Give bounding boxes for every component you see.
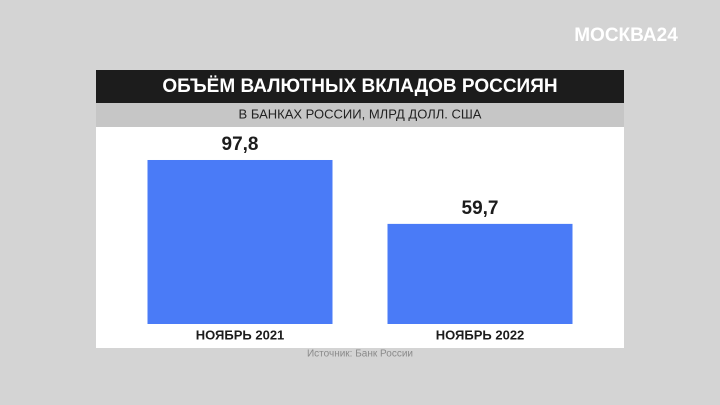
subtitle-bar bbox=[96, 103, 624, 127]
source: Источник: Банк России bbox=[307, 349, 413, 360]
chart-title: ОБЪЁМ ВАЛЮТНЫХ ВКЛАДОВ РОССИЯН bbox=[162, 76, 557, 97]
x-tick-label: НОЯБРЬ 2021 bbox=[196, 327, 285, 342]
value-label: 59,7 bbox=[462, 198, 499, 219]
bar bbox=[147, 159, 333, 324]
bar bbox=[387, 223, 573, 324]
chart-subtitle: В БАНКАХ РОССИИ, МЛРД ДОЛЛ. США bbox=[239, 106, 482, 121]
title-bar bbox=[96, 70, 624, 103]
value-label: 97,8 bbox=[222, 134, 259, 155]
x-tick-label: НОЯБРЬ 2022 bbox=[436, 327, 525, 342]
logo: МОСКВА24 bbox=[574, 25, 678, 46]
